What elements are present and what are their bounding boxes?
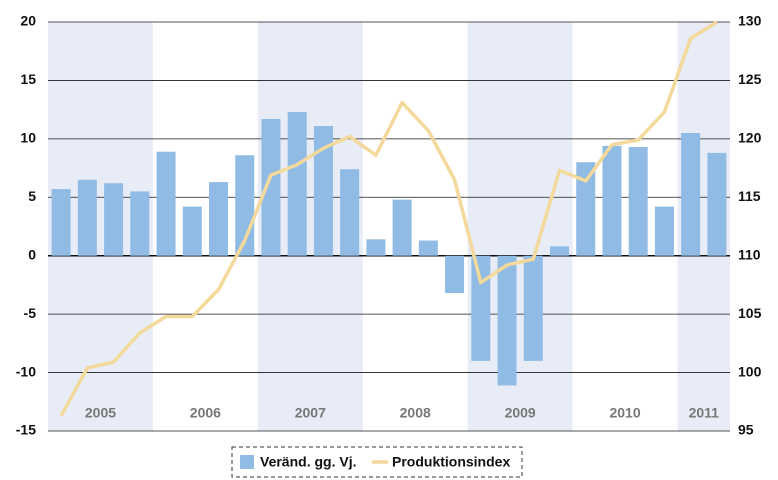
year-label: 2010 [609,405,640,421]
bar [261,118,281,256]
y2-tick-label: 130 [738,13,762,29]
bar [287,111,307,256]
y2-tick-label: 120 [738,130,762,146]
year-label: 2008 [400,405,431,421]
bar [366,239,386,256]
bar [182,206,202,256]
y2-tick-label: 95 [738,422,754,438]
bar [418,240,438,256]
y-tick-label: -15 [16,422,36,438]
bar [497,255,517,386]
y2-tick-label: 105 [738,305,762,321]
y-tick-label: 10 [20,130,36,146]
bar [340,169,360,256]
bar [156,151,176,256]
bar [445,255,465,294]
line [59,20,718,417]
bar [681,133,701,256]
legend-swatch [240,455,254,469]
legend-label: Veränd. gg. Vj. [260,454,356,470]
bar [392,199,412,256]
legend-box [231,446,523,478]
y-tick-label: 20 [20,13,36,29]
bar [576,162,596,256]
year-label: 2005 [85,405,116,421]
y-tick-label: 0 [28,246,36,262]
y-tick-label: 5 [28,188,36,204]
y2-tick-label: 115 [738,188,761,204]
y-tick-label: -10 [16,363,36,379]
bar [550,246,569,256]
bar [602,145,622,256]
year-label: 2007 [295,405,326,421]
year-label: 2006 [190,405,221,421]
y2-tick-label: 125 [738,71,762,87]
bar [654,206,674,256]
y2-tick-label: 100 [738,363,762,379]
year-label: 2011 [689,405,720,421]
bar [51,189,71,256]
bar [707,152,727,256]
bar [77,179,97,256]
y2-tick-label: 110 [738,246,761,262]
bar [628,147,648,256]
bar [313,126,333,256]
bar [104,183,124,256]
bar [523,255,543,361]
y-tick-label: -5 [24,305,37,321]
year-label: 2009 [505,405,536,421]
year-band [467,22,573,431]
legend-label: Produktionsindex [392,454,510,470]
y-tick-label: 15 [20,71,36,87]
bar [130,191,150,256]
bar [209,182,228,256]
bar [471,255,491,361]
